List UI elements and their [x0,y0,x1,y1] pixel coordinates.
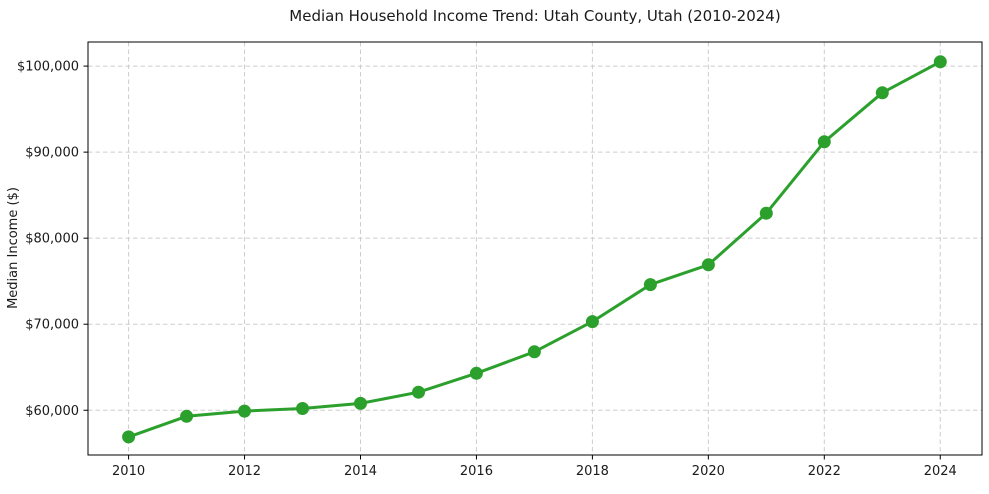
chart-title: Median Household Income Trend: Utah Coun… [289,7,780,25]
data-point [412,385,425,399]
income-trend-line [127,60,942,439]
x-tick-label: 2012 [228,464,261,479]
axes: $60,000 $70,000 $80,000 $90,000 $100,000 2010… [17,41,983,479]
data-series [122,55,947,444]
data-point [238,404,251,418]
y-tick-label: $100,000 [17,60,79,75]
data-point [817,135,831,149]
x-tick-label: 2010 [112,464,145,479]
data-point [643,278,657,292]
data-point [180,409,194,423]
data-point [122,430,136,444]
y-axis-title: Median Income ($) [6,187,21,309]
x-tick-label: 2014 [344,464,377,479]
gridlines [88,42,982,455]
y-tick-label: $70,000 [25,318,79,333]
data-point [933,55,947,69]
x-tick-label: 2018 [576,464,609,479]
data-point [527,345,541,359]
y-tick-label: $60,000 [25,404,79,419]
y-tick-label: $90,000 [25,146,79,161]
data-point [296,402,309,415]
x-tick-label: 2016 [460,464,493,479]
x-tick-label: 2020 [692,464,725,479]
plot-border [87,41,983,456]
x-tick-label: 2022 [808,464,841,479]
y-tick-label: $80,000 [25,232,79,247]
data-point [585,315,599,329]
data-point [354,396,367,410]
data-point [759,206,773,220]
data-point [701,258,715,272]
data-point [469,366,483,380]
x-tick-label: 2024 [924,464,957,479]
data-point [875,86,889,100]
